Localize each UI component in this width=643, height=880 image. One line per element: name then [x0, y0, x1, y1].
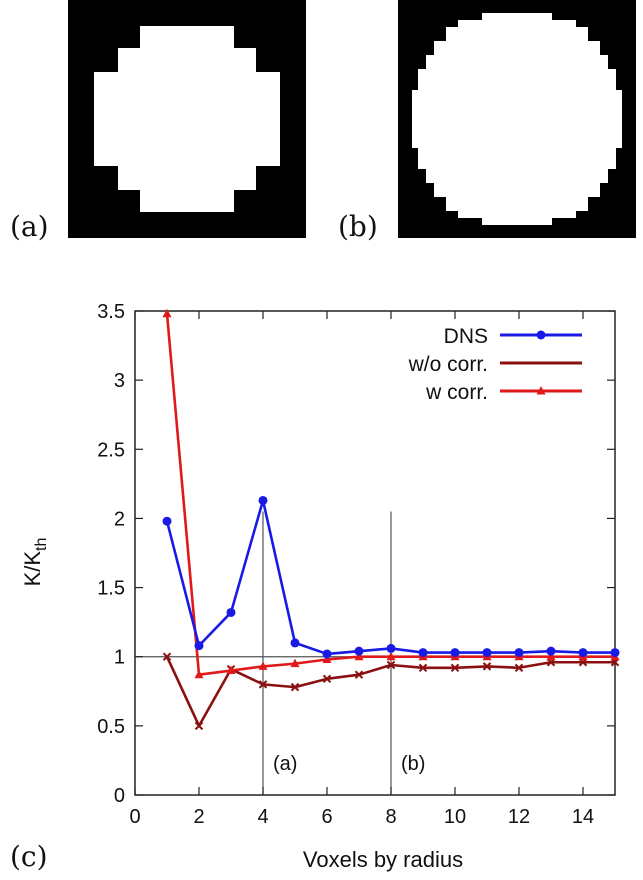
data-point: [482, 662, 492, 671]
legend-label: w/o corr.: [408, 353, 488, 376]
legend-marker: [536, 386, 546, 395]
panel-label-c: (c): [10, 840, 48, 873]
data-point: [322, 649, 332, 659]
data-point: [386, 651, 396, 661]
y-tick-label: 1.5: [97, 578, 125, 600]
data-point: [386, 660, 396, 670]
data-point: [482, 648, 492, 658]
panel-label-b: (b): [338, 210, 378, 243]
y-tick-label: 3.5: [97, 301, 125, 323]
y-axis-label: K/Kth: [20, 538, 50, 587]
series-w-corr-: [162, 308, 620, 679]
data-point: [162, 308, 172, 318]
legend-marker: [536, 330, 546, 340]
y-tick-label: 2: [114, 508, 125, 530]
data-point: [450, 663, 460, 672]
x-tick-label: 0: [129, 806, 140, 828]
data-point: [194, 721, 204, 731]
y-axis-label-main: K/K: [20, 551, 45, 587]
x-axis-label: Voxels by radius: [303, 847, 463, 872]
data-point: [418, 663, 428, 672]
voxel-disk-a: [68, 0, 306, 238]
y-tick-label: 0.5: [97, 716, 125, 738]
x-tick-label: 10: [444, 806, 466, 828]
y-axis-label-subscript: th: [33, 538, 50, 551]
data-point: [226, 607, 236, 617]
y-tick-label: 3: [114, 370, 125, 392]
y-tick-label: 1: [114, 647, 125, 669]
series-layer: [162, 308, 620, 731]
data-point: [546, 651, 556, 661]
x-tick-label: 8: [385, 806, 396, 828]
data-point: [194, 669, 204, 679]
data-point: [354, 646, 364, 656]
x-tick-label: 12: [508, 806, 530, 828]
data-point: [354, 651, 364, 661]
data-point: [418, 648, 428, 658]
data-point: [354, 670, 364, 679]
data-point: [290, 682, 300, 692]
data-point: [546, 646, 556, 656]
x-tick-label: 6: [321, 806, 332, 828]
axes: (a) (b) 0 2 4 6 8 10 12 14 0 0.5 1 1.5 2 2.5 3 3.5: [97, 301, 616, 828]
plot-frame: [134, 310, 616, 796]
series-dns: [162, 495, 620, 659]
data-point: [162, 652, 172, 661]
data-point: [194, 641, 204, 651]
data-point: [322, 674, 332, 684]
data-point: [450, 648, 460, 658]
series-w-o-corr-: [162, 652, 620, 731]
data-point: [514, 648, 524, 658]
x-tick-label: 2: [193, 806, 204, 828]
x-tick-label: 4: [257, 806, 268, 828]
x-tick-label: 14: [572, 806, 594, 828]
data-point: [290, 638, 300, 648]
y-tick-label: 0: [114, 785, 125, 807]
panel-label-a: (a): [10, 210, 49, 243]
data-point: [610, 648, 620, 658]
y-tick-label: 2.5: [97, 439, 125, 461]
data-point: [290, 658, 300, 668]
marker-label: (b): [401, 753, 425, 775]
data-point: [226, 665, 236, 675]
data-point: [258, 661, 268, 670]
marker-label: (a): [273, 753, 297, 775]
data-point: [258, 680, 268, 689]
legend-label: w corr.: [425, 381, 488, 404]
data-point: [162, 516, 172, 526]
data-point: [514, 663, 524, 672]
data-point: [258, 495, 268, 505]
data-point: [386, 643, 396, 653]
legend: DNS w/o corr. w corr.: [408, 325, 582, 404]
plot-area: (a) (b) 0 2 4 6 8 10 12 14 0 0.5 1 1.5 2 2.5 3 3.5 DNS w/o…: [97, 301, 620, 828]
data-point: [578, 648, 588, 658]
data-point: [322, 654, 332, 663]
voxel-disk-b: [398, 0, 636, 238]
legend-label: DNS: [444, 325, 488, 348]
